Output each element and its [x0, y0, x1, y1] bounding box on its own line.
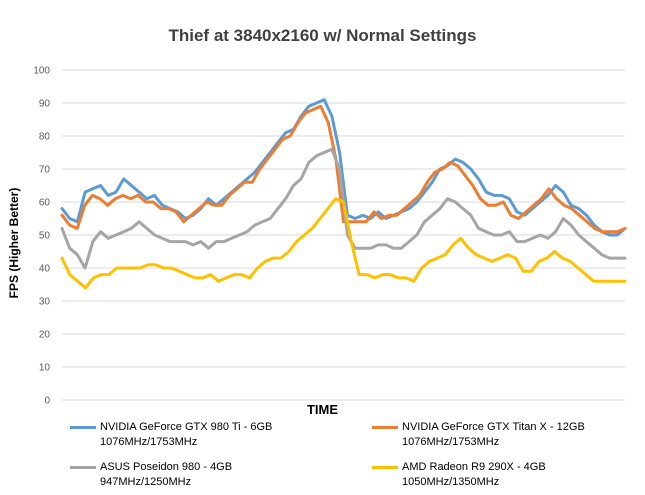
y-tick-label: 60 [39, 198, 51, 209]
legend-swatch [372, 466, 398, 469]
legend-text: AMD Radeon R9 290X - 4GB 1050MHz/1350MHz [402, 460, 546, 490]
y-axis-label-wrap: FPS (Higher Better) [4, 0, 26, 495]
y-tick-label: 10 [39, 363, 51, 374]
y-tick-label: 70 [39, 165, 51, 176]
legend-item-titan-x: NVIDIA GeForce GTX Titan X - 12GB 1076MH… [372, 420, 642, 452]
y-tick-label: 30 [39, 297, 51, 308]
legend-item-r9-290x: AMD Radeon R9 290X - 4GB 1050MHz/1350MHz [372, 460, 642, 492]
gridlines [62, 69, 625, 401]
legend-subtitle: 1050MHz/1350MHz [402, 476, 500, 488]
legend-label: NVIDIA GeForce GTX 980 Ti - 6GB [100, 421, 273, 433]
y-tick-label: 100 [33, 66, 50, 77]
legend-text: NVIDIA GeForce GTX Titan X - 12GB 1076MH… [402, 420, 585, 450]
y-tick-label: 50 [39, 231, 51, 242]
legend-swatch [70, 466, 96, 469]
legend-swatch [372, 426, 398, 429]
legend-item-poseidon-980: ASUS Poseidon 980 - 4GB 947MHz/1250MHz [70, 460, 330, 492]
chart-title: Thief at 3840x2160 w/ Normal Settings [168, 26, 477, 45]
y-tick-label: 40 [39, 264, 51, 275]
series-line-3 [60, 197, 627, 290]
legend-item-gtx-980-ti: NVIDIA GeForce GTX 980 Ti - 6GB 1076MHz/… [70, 420, 330, 452]
legend-subtitle: 1076MHz/1753MHz [402, 436, 500, 448]
y-tick-label: 90 [39, 99, 51, 110]
y-tick-label: 20 [39, 330, 51, 341]
y-axis-label: FPS (Higher Better) [7, 187, 21, 299]
y-tick-labels: 0 10 20 30 40 50 60 70 80 90 100 [33, 66, 50, 407]
x-axis-label: TIME [306, 402, 339, 417]
series-line-1 [60, 104, 627, 234]
y-tick-label: 80 [39, 132, 51, 143]
y-tick-label: 0 [44, 396, 50, 407]
legend-subtitle: 1076MHz/1753MHz [100, 436, 198, 448]
legend-text: ASUS Poseidon 980 - 4GB 947MHz/1250MHz [100, 460, 232, 490]
legend-subtitle: 947MHz/1250MHz [100, 476, 192, 488]
legend-label: ASUS Poseidon 980 - 4GB [100, 461, 233, 473]
legend-swatch [70, 426, 96, 429]
legend-text: NVIDIA GeForce GTX 980 Ti - 6GB 1076MHz/… [100, 420, 272, 450]
legend-label: NVIDIA GeForce GTX Titan X - 12GB [402, 421, 585, 433]
legend-label: AMD Radeon R9 290X - 4GB [402, 461, 546, 473]
series-line-0 [60, 98, 627, 237]
series-lines [60, 98, 627, 290]
